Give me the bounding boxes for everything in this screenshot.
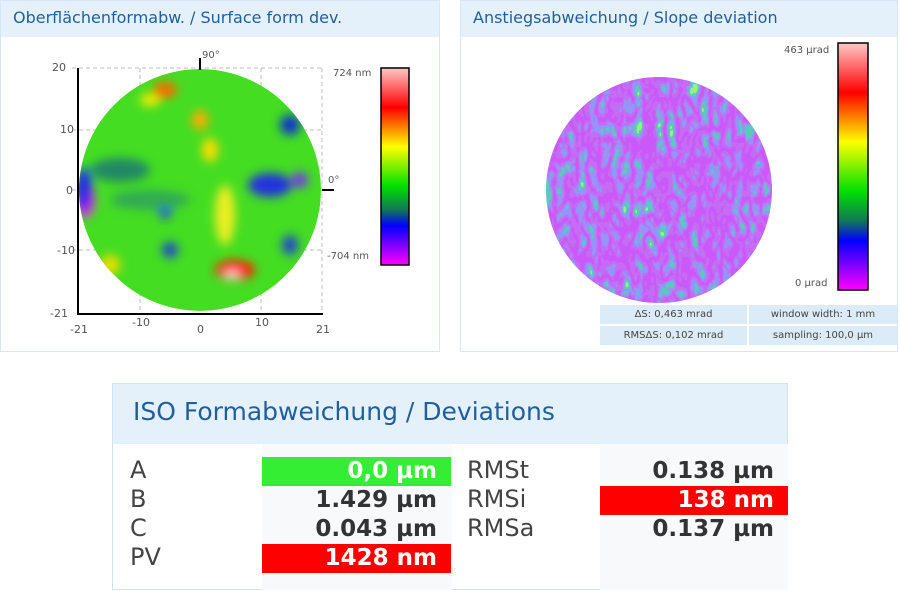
surface-blob bbox=[79, 168, 92, 212]
deviations-title: ISO Formabweichung / Deviations bbox=[113, 384, 787, 444]
surface-form-title: Oberflächenformabw. / Surface form dev. bbox=[1, 1, 439, 37]
y-tick: 20 bbox=[52, 61, 66, 74]
delta-s: ΔS: 0,463 mrad bbox=[600, 305, 747, 324]
slope-colorbar-max: 463 µrad bbox=[784, 45, 830, 56]
deviations-table: ISO Formabweichung / Deviations A 0,0 µm B… bbox=[112, 383, 788, 590]
sampling: sampling: 100,0 µm bbox=[749, 326, 897, 345]
slope-deviation-panel: Anstiegsabweichung / Slope deviation bbox=[460, 0, 898, 352]
angle-label-0: 0° bbox=[328, 175, 340, 186]
surface-blob bbox=[110, 190, 190, 210]
surface-colorbar bbox=[380, 67, 410, 266]
slope-colorbar-min: 0 µrad bbox=[795, 278, 828, 289]
surface-blob bbox=[282, 235, 298, 255]
surface-blob bbox=[292, 172, 308, 188]
angle-label-90: 90° bbox=[202, 50, 220, 61]
maps-svg bbox=[72, 42, 869, 315]
surface-blob bbox=[224, 271, 240, 279]
surface-blob bbox=[153, 82, 177, 98]
deviation-label: RMSt bbox=[467, 456, 530, 484]
surface-blob bbox=[215, 185, 235, 245]
colorbar-min: -704 nm bbox=[327, 251, 369, 262]
y-tick: -10 bbox=[57, 244, 75, 257]
deviation-value: 1.429 µm bbox=[315, 487, 437, 513]
x-tick: 10 bbox=[255, 316, 269, 329]
deviation-value: 0.043 µm bbox=[315, 516, 437, 542]
y-tick: 0 bbox=[66, 184, 73, 197]
y-tick: 10 bbox=[60, 123, 74, 136]
x-tick: -21 bbox=[70, 323, 88, 336]
deviation-label: PV bbox=[130, 543, 161, 571]
deviation-label: C bbox=[130, 514, 147, 542]
deviation-label: A bbox=[130, 456, 147, 484]
window-width: window width: 1 mm bbox=[749, 305, 897, 324]
slope-deviation-map bbox=[546, 77, 772, 303]
x-tick: 21 bbox=[316, 323, 330, 336]
surface-blob bbox=[280, 115, 300, 135]
deviation-value: 0.138 µm bbox=[652, 458, 774, 484]
y-tick: -21 bbox=[50, 307, 68, 320]
surface-blob bbox=[100, 255, 120, 275]
surface-form-map bbox=[79, 69, 321, 311]
surface-blob bbox=[192, 110, 208, 130]
rms-delta-s: RMSΔS: 0,102 mrad bbox=[600, 326, 747, 345]
surface-blob bbox=[140, 94, 160, 106]
deviation-label: B bbox=[130, 485, 147, 513]
deviation-value: 0.137 µm bbox=[652, 516, 774, 542]
surface-axes bbox=[77, 58, 334, 315]
deviation-value: 138 nm bbox=[600, 486, 788, 515]
x-tick: 0 bbox=[197, 323, 204, 336]
surface-blob bbox=[90, 158, 150, 182]
slope-colorbar bbox=[837, 42, 869, 291]
surface-blob bbox=[202, 138, 218, 162]
deviation-value: 1428 nm bbox=[262, 544, 451, 573]
value-column bbox=[600, 444, 788, 590]
deviation-label: RMSa bbox=[467, 514, 535, 542]
slope-deviation-title: Anstiegsabweichung / Slope deviation bbox=[461, 1, 897, 37]
x-tick: -10 bbox=[132, 316, 150, 329]
deviation-value: 0,0 µm bbox=[262, 457, 451, 486]
colorbar-max: 724 nm bbox=[333, 68, 372, 79]
surface-blob bbox=[248, 173, 292, 197]
surface-blob bbox=[162, 242, 178, 258]
deviation-label: RMSi bbox=[467, 485, 527, 513]
